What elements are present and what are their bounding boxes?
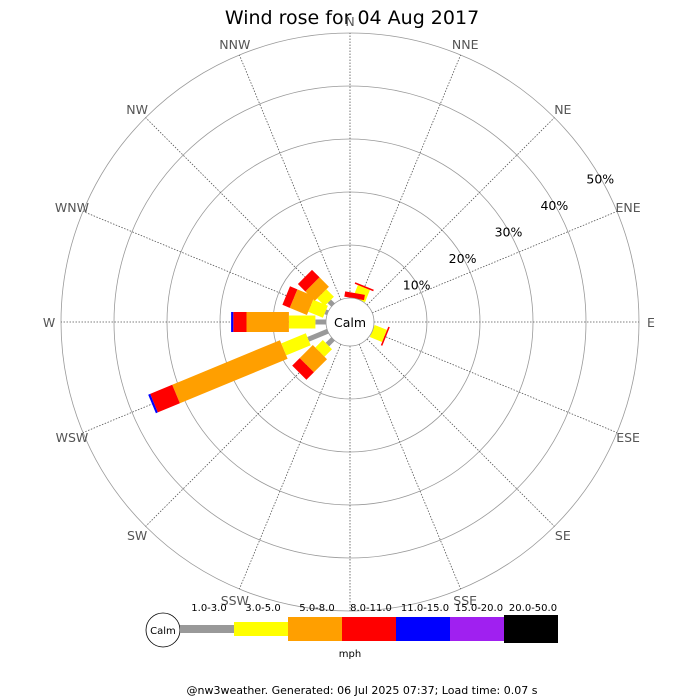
ring-label-5: 50% [586, 172, 614, 187]
bar-wsw-5.0-8.0 [172, 340, 288, 404]
legend-swatch-5.0-8.0 [288, 617, 342, 641]
direction-label-wnw: WNW [55, 200, 89, 215]
bar-w-8.0-11.0 [233, 312, 247, 332]
legend-unit-label: mph [339, 649, 361, 660]
spoke-wnw [82, 211, 328, 314]
bar-sw-3.0-5.0 [315, 340, 332, 357]
ring-4 [113, 85, 587, 559]
bar-wnw-8.0-11.0 [282, 286, 298, 308]
bar-ese-small-8.0-11.0 [380, 326, 390, 346]
direction-label-sse: SSE [453, 593, 477, 608]
bar-nw-5.0-8.0 [305, 277, 329, 301]
calm-center: Calm [325, 297, 375, 347]
bar-w-5.0-8.0 [246, 312, 289, 332]
direction-label-nne: NNE [452, 37, 479, 52]
spoke-nnw [239, 54, 342, 300]
spoke-nne [358, 54, 461, 300]
bar-wsw-1.0-3.0 [307, 328, 329, 342]
direction-label-se: SE [555, 528, 571, 543]
legend-label-3.0-5.0: 3.0-5.0 [245, 603, 280, 614]
bar-sw-1.0-3.0 [325, 337, 335, 347]
bar-w-11.0-15.0 [231, 312, 234, 332]
legend-label-8.0-11.0: 8.0-11.0 [350, 603, 392, 614]
wind-bars [148, 269, 390, 414]
calm-label: Calm [334, 315, 366, 330]
ring-labels: 10% 20% 30% 40% 50% [403, 172, 615, 293]
bar-nw-8.0-11.0 [297, 269, 320, 292]
spoke-ne [366, 117, 555, 306]
ring-label-4: 40% [540, 198, 568, 213]
ring-label-1: 10% [403, 278, 431, 293]
bar-sw-8.0-11.0 [292, 358, 314, 380]
bar-nw-3.0-5.0 [317, 289, 334, 306]
direction-label-n: N [345, 14, 354, 29]
legend-swatch-11.0-15.0 [396, 617, 450, 641]
legend-calm-label: Calm [150, 626, 176, 637]
bar-sw-5.0-8.0 [299, 345, 327, 373]
spoke-ene [372, 211, 618, 314]
spoke-sw [145, 338, 334, 527]
bar-w-1.0-3.0 [315, 319, 326, 325]
spoke-nw [145, 117, 334, 306]
legend-swatch-20.0-50.0 [504, 615, 558, 643]
direction-label-nw: NW [126, 102, 148, 117]
legend-swatch-15.0-20.0 [450, 617, 504, 641]
legend-label-5.0-8.0: 5.0-8.0 [299, 603, 334, 614]
direction-label-sw: SW [127, 528, 147, 543]
direction-label-w: W [43, 315, 55, 330]
bar-wnw-5.0-8.0 [289, 289, 315, 315]
ring-label-3: 30% [495, 225, 523, 240]
bar-nne-small-8.0-11.0 [344, 291, 365, 301]
direction-label-ne: NE [554, 102, 571, 117]
chart-title: Wind rose for 04 Aug 2017 [225, 7, 479, 29]
bar-wnw-3.0-5.0 [308, 299, 328, 318]
spoke-se [366, 338, 555, 527]
direction-label-ssw: SSW [221, 593, 249, 608]
bar-w-3.0-5.0 [288, 315, 316, 329]
legend-label-1.0-3.0: 1.0-3.0 [191, 603, 226, 614]
ring-label-2: 20% [449, 251, 477, 266]
legend: Calm mph 1.0-3.0 3.0-5.0 5.0-8.0 8.0-11.0 11… [145, 603, 558, 660]
direction-label-ene: ENE [616, 200, 641, 215]
direction-label-e: E [647, 315, 655, 330]
direction-label-ese: ESE [616, 430, 640, 445]
bar-wnw-1.0-3.0 [324, 309, 329, 316]
legend-label-20.0-50.0: 20.0-50.0 [509, 603, 557, 614]
legend-swatch-1.0-3.0 [180, 625, 234, 633]
bar-wsw-3.0-5.0 [281, 333, 311, 356]
bar-wsw-11.0-15.0 [148, 393, 158, 414]
spoke-ese [372, 330, 618, 433]
legend-swatch-8.0-11.0 [342, 617, 396, 641]
direction-spokes [61, 33, 639, 611]
legend-label-15.0-20.0: 15.0-20.0 [455, 603, 503, 614]
footer-text: @nw3weather. Generated: 06 Jul 2025 07:3… [187, 684, 538, 697]
direction-label-nnw: NNW [219, 37, 250, 52]
spoke-ssw [239, 344, 342, 590]
direction-label-wsw: WSW [56, 430, 89, 445]
legend-swatch-3.0-5.0 [234, 622, 288, 636]
legend-label-11.0-15.0: 11.0-15.0 [401, 603, 449, 614]
bar-ese-small-3.0-5.0 [369, 325, 387, 342]
bar-ene-small-8.0-11.0 [354, 282, 374, 292]
spoke-sse [358, 344, 461, 590]
bar-wsw-8.0-11.0 [150, 384, 180, 413]
